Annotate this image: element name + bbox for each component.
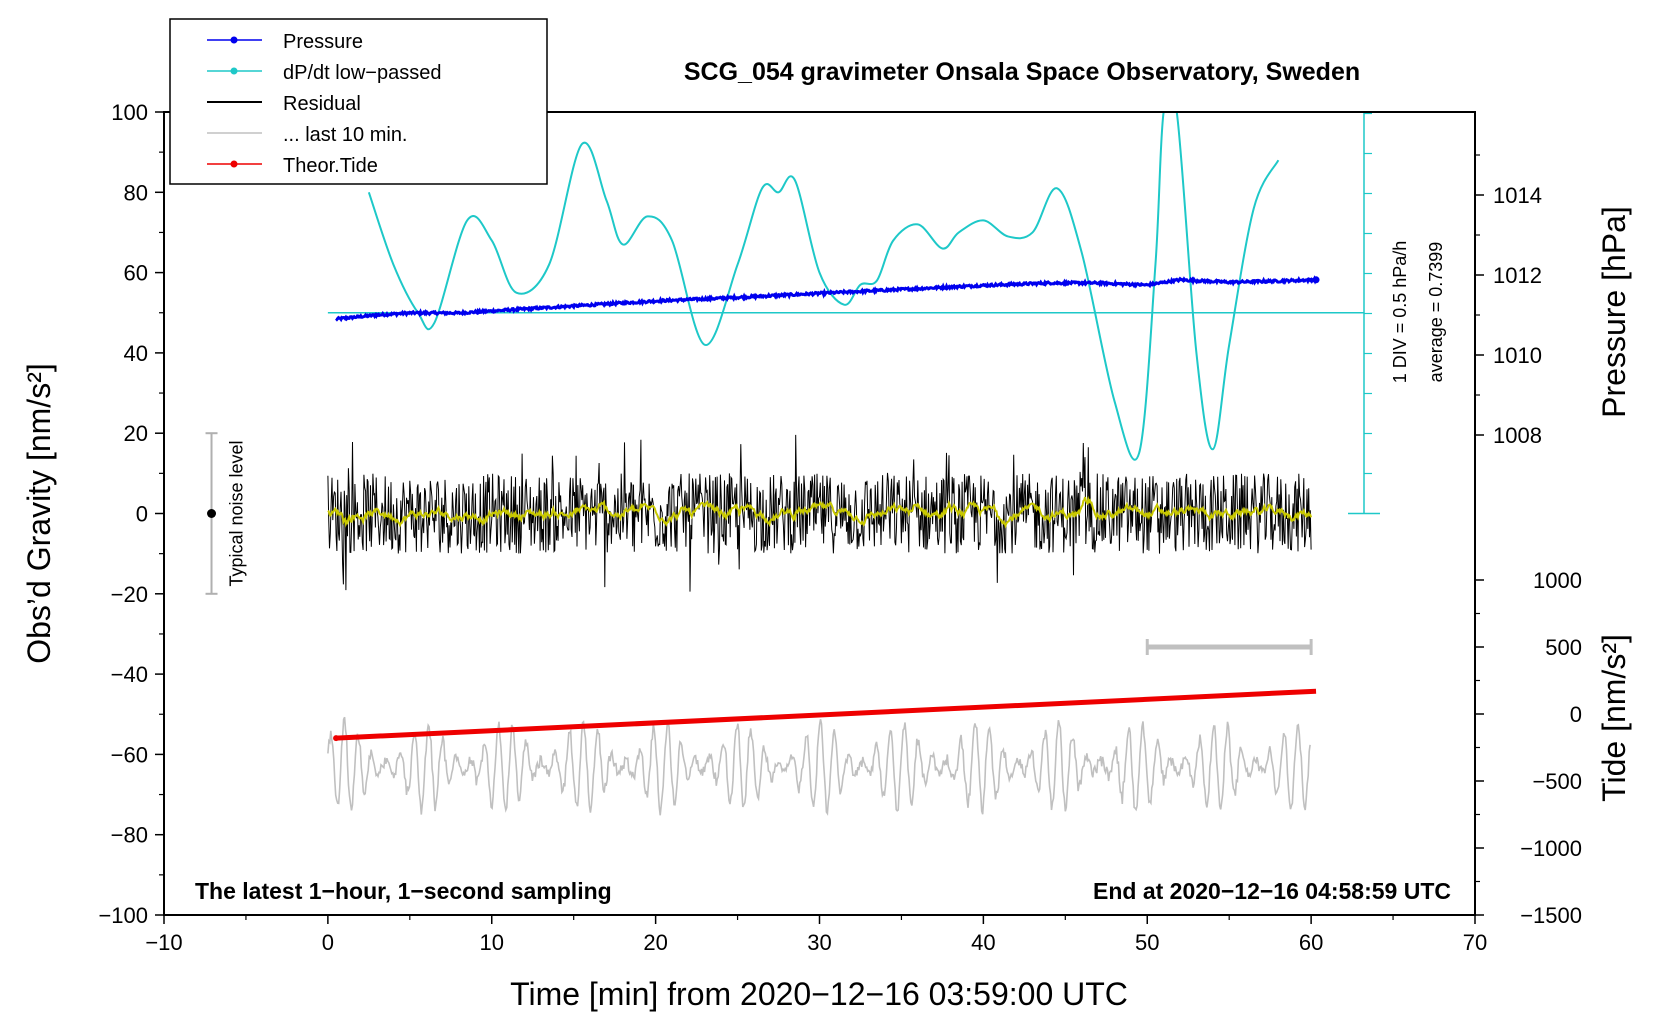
legend: Pressure dP/dt low−passed Residual ... last…: [169, 18, 548, 185]
legend-label: Pressure: [283, 31, 363, 53]
pressure-tick-label: 1010: [1493, 343, 1542, 368]
pressure-end-marker: [1312, 276, 1320, 284]
last10-series-line: [327, 716, 1311, 816]
x-tick-label: 60: [1299, 930, 1323, 955]
tide-tick-label: −1500: [1520, 903, 1582, 928]
dpdt-scale-label: 1 DIV = 0.5 hPa/h: [1390, 241, 1410, 384]
pressure-series-line: [335, 275, 1318, 323]
noise-level-label: Typical noise level: [227, 440, 247, 586]
footer-left-note: The latest 1−hour, 1−second sampling: [195, 878, 612, 904]
y-axis-label-left: Obs’d Gravity [nm/s²]: [21, 363, 57, 664]
tide-start-marker: [333, 735, 340, 742]
y-tick-label: 40: [124, 341, 148, 366]
legend-label: Theor.Tide: [283, 155, 378, 177]
y-tick-label: 20: [124, 421, 148, 446]
chart-title: SCG_054 gravimeter Onsala Space Observat…: [684, 58, 1360, 86]
noise-level-dot: [207, 509, 217, 518]
y-tick-label: 0: [136, 502, 148, 527]
text-layer: Typical noise level−10 0 10 20 30 40 50 60 70−10…: [21, 58, 1632, 1012]
residual-series-line: [327, 434, 1312, 592]
axes-layer: [155, 111, 1484, 924]
x-axis-label: Time [min] from 2020−12−16 03:59:00 UTC: [510, 976, 1128, 1012]
legend-swatch-marker: [230, 160, 238, 168]
legend-label: Residual: [283, 93, 361, 115]
data-layer: [205, 112, 1380, 816]
tide-tick-label: 1000: [1533, 568, 1582, 593]
y-tick-label: −80: [111, 823, 148, 848]
x-tick-label: 50: [1135, 930, 1159, 955]
y-axis-label-pressure: Pressure [hPa]: [1596, 206, 1632, 418]
tide-tick-label: 500: [1545, 635, 1582, 660]
footer-right-note: End at 2020−12−16 04:58:59 UTC: [1093, 878, 1451, 904]
x-tick-label: 0: [322, 930, 334, 955]
y-tick-label: −100: [98, 903, 148, 928]
tide-tick-label: −500: [1532, 769, 1582, 794]
x-tick-label: 10: [480, 930, 504, 955]
x-tick-label: 70: [1463, 930, 1487, 955]
x-tick-label: 30: [807, 930, 831, 955]
tide-tick-label: −1000: [1520, 836, 1582, 861]
tide-tick-label: 0: [1570, 702, 1582, 727]
pressure-tick-label: 1008: [1493, 423, 1542, 448]
y-tick-label: −60: [111, 742, 148, 767]
legend-swatch-marker: [230, 36, 238, 44]
y-tick-label: −20: [111, 582, 148, 607]
dpdt-average-label: average = 0.7399: [1426, 242, 1446, 383]
pressure-tick-label: 1012: [1493, 263, 1542, 288]
x-tick-label: 40: [971, 930, 995, 955]
tide-series-line: [335, 688, 1317, 741]
legend-label: ... last 10 min.: [283, 124, 408, 146]
y-tick-label: 60: [124, 261, 148, 286]
legend-swatch-marker: [230, 67, 238, 75]
dpdt-series-line: [367, 112, 1280, 461]
pressure-tick-label: 1014: [1493, 183, 1542, 208]
x-tick-label: 20: [643, 930, 667, 955]
y-tick-label: −40: [111, 662, 148, 687]
x-tick-label: −10: [145, 930, 182, 955]
y-axis-label-tide: Tide [nm/s²]: [1596, 634, 1632, 802]
y-tick-label: 80: [124, 180, 148, 205]
legend-label: dP/dt low−passed: [283, 62, 441, 84]
residual-smoothed-line: [327, 495, 1313, 529]
y-tick-label: 100: [111, 100, 148, 125]
